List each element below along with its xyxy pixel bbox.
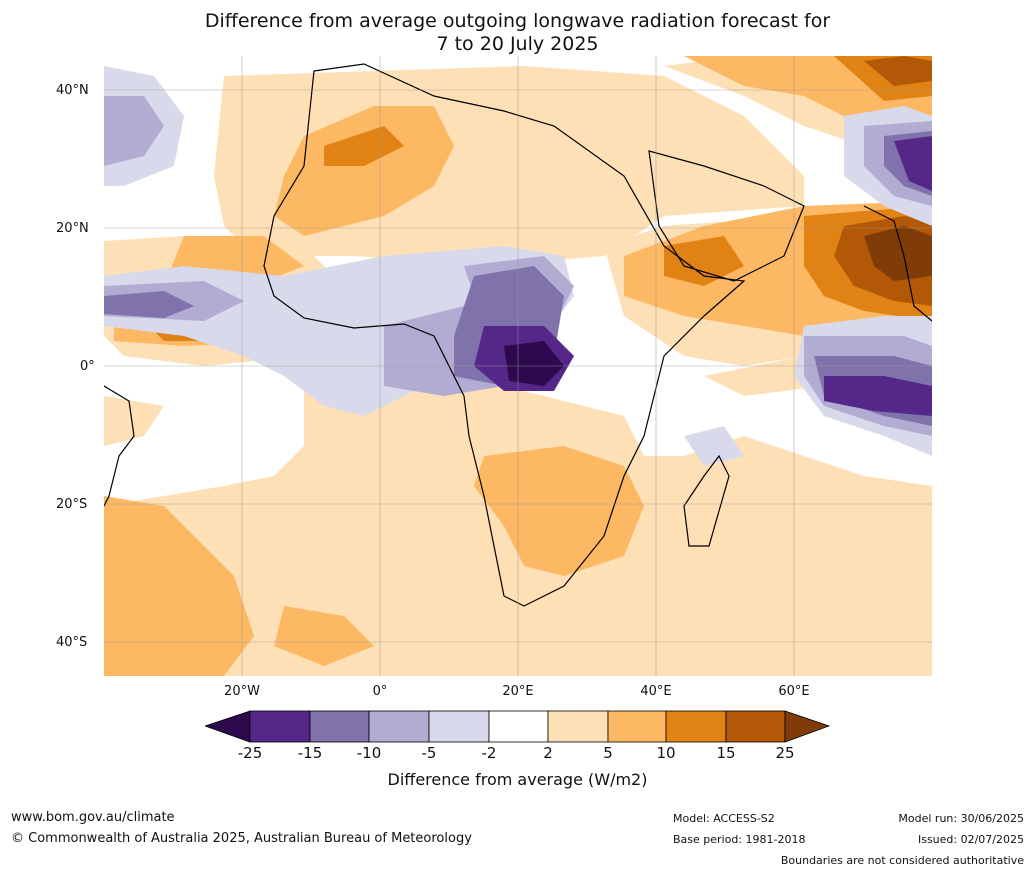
website-link[interactable]: www.bom.gov.au/climate bbox=[11, 810, 175, 825]
colorbar-tick: 5 bbox=[603, 744, 613, 762]
lon-label-40e: 40°E bbox=[640, 684, 672, 699]
boundaries-disclaimer: Boundaries are not considered authoritat… bbox=[780, 854, 1024, 867]
colorbar bbox=[205, 710, 830, 743]
lat-label-0: 0° bbox=[80, 359, 95, 374]
colorbar-cell-9 bbox=[725, 710, 786, 743]
lat-label-40s: 40°S bbox=[56, 635, 88, 650]
lat-label-20s: 20°S bbox=[56, 497, 88, 512]
chart-title: Difference from average outgoing longwav… bbox=[0, 10, 1035, 56]
lon-label-20w: 20°W bbox=[224, 684, 260, 699]
model-name: Model: ACCESS-S2 bbox=[673, 812, 775, 825]
madagascar-coastline bbox=[683, 454, 730, 547]
south-america-coastline bbox=[104, 385, 135, 507]
title-line-1: Difference from average outgoing longwav… bbox=[204, 10, 831, 32]
colorbar-tick: -15 bbox=[297, 744, 323, 762]
colorbar-cell-5 bbox=[488, 710, 549, 743]
map-panel bbox=[104, 56, 932, 676]
colorbar-tick: -10 bbox=[356, 744, 382, 762]
africa-coastline bbox=[263, 63, 746, 607]
colorbar-tick: 15 bbox=[716, 744, 736, 762]
colorbar-cell-4 bbox=[428, 710, 490, 743]
colorbar-cell-6 bbox=[547, 710, 609, 743]
colorbar-cell-2 bbox=[309, 710, 370, 743]
lon-label-20e: 20°E bbox=[502, 684, 534, 699]
colorbar-tick: 2 bbox=[543, 744, 553, 762]
arabia-coastline bbox=[648, 150, 805, 282]
lat-label-20n: 20°N bbox=[56, 221, 89, 236]
colorbar-cell-0 bbox=[205, 710, 251, 743]
colorbar-cell-1 bbox=[249, 710, 311, 743]
issued-date: Issued: 02/07/2025 bbox=[917, 833, 1024, 846]
anomaly-below-neg25 bbox=[504, 341, 564, 386]
colorbar-tick: -2 bbox=[481, 744, 497, 762]
copyright-text: © Commonwealth of Australia 2025, Austra… bbox=[11, 831, 472, 846]
colorbar-tick: 25 bbox=[775, 744, 795, 762]
colorbar-cell-7 bbox=[607, 710, 667, 743]
colorbar-label: Difference from average (W/m2) bbox=[387, 770, 648, 789]
colorbar-cell-3 bbox=[368, 710, 430, 743]
colorbar-tick: -25 bbox=[237, 744, 263, 762]
graticule bbox=[104, 56, 932, 676]
colorbar-cell-10 bbox=[784, 710, 830, 743]
colorbar-cell-8 bbox=[665, 710, 727, 743]
colorbar-tick: 10 bbox=[656, 744, 676, 762]
anomaly-map bbox=[104, 56, 932, 676]
lon-label-60e: 60°E bbox=[778, 684, 810, 699]
colorbar-tick: -5 bbox=[421, 744, 437, 762]
lat-label-40n: 40°N bbox=[56, 83, 89, 98]
lon-label-0: 0° bbox=[372, 684, 388, 699]
base-period: Base period: 1981-2018 bbox=[673, 833, 806, 846]
title-line-2: 7 to 20 July 2025 bbox=[436, 33, 599, 55]
anomaly-above-25 bbox=[864, 226, 932, 281]
model-run-date: Model run: 30/06/2025 bbox=[898, 812, 1024, 825]
india-coastline bbox=[863, 205, 932, 322]
